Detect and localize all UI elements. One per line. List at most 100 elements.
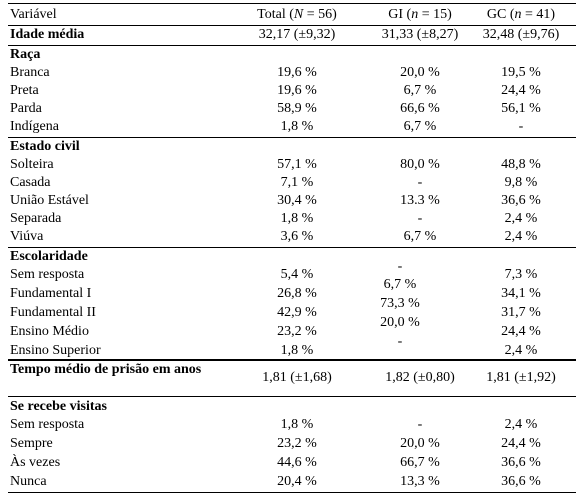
- cell-gi: -: [397, 259, 403, 274]
- section-rule: [8, 137, 576, 138]
- cell-gi: -: [417, 211, 423, 226]
- row-label: Fundamental I: [10, 286, 92, 301]
- table-row: Solteira 57,1 % 80,0 % 48,8 %: [0, 156, 578, 174]
- row-label: Ensino Superior: [10, 343, 101, 358]
- cell-total: 57,1 %: [277, 157, 317, 172]
- row-label: Sem resposta: [10, 417, 85, 432]
- cell-total: 19,6 %: [277, 83, 317, 98]
- cell-gi: 6,7 %: [403, 229, 437, 244]
- row-label: Separada: [10, 211, 62, 226]
- cell-gc: 2,4 %: [504, 417, 538, 432]
- row-label: Parda: [10, 101, 42, 116]
- cell-gc: 2,4 %: [504, 229, 538, 244]
- cell-gc: 1,81 (±1,92): [486, 370, 556, 385]
- section-title: Escolaridade: [10, 249, 88, 264]
- table-row: Sem resposta 1,8 % - 2,4 %: [0, 416, 578, 434]
- cell-gc: 7,3 %: [504, 267, 538, 282]
- section-title: Estado civil: [10, 139, 80, 154]
- cell-gc: 2,4 %: [504, 211, 538, 226]
- cell-total: 3,6 %: [280, 229, 314, 244]
- cell-gc: 24,4 %: [501, 436, 541, 451]
- table-row: Ensino Superior 1,8 % 2,4 %: [0, 342, 578, 360]
- cell-total: 1,8 %: [280, 417, 314, 432]
- table-row: Idade média 32,17 (±9,32) 31,33 (±8,27) …: [0, 26, 578, 44]
- header-variable: Variável: [10, 7, 57, 22]
- table-row: Fundamental II 42,9 % 31,7 %: [0, 304, 578, 322]
- cell-gi: 31,33 (±8,27): [381, 27, 459, 42]
- row-label: Fundamental II: [10, 305, 96, 320]
- cell-gi: 6,7 %: [403, 83, 437, 98]
- cell-gi: -: [417, 417, 423, 432]
- section-title-estado-civil: Estado civil: [0, 138, 578, 156]
- cell-total: 30,4 %: [277, 193, 317, 208]
- cell-gc: 36,6 %: [501, 455, 541, 470]
- row-label: Solteira: [10, 157, 54, 172]
- cell-gc: 32,48 (±9,76): [482, 27, 560, 42]
- cell-gc: 36,6 %: [501, 193, 541, 208]
- table-row: Viúva 3,6 % 6,7 % 2,4 %: [0, 228, 578, 246]
- header-rule: [8, 25, 576, 26]
- cell-gc: 34,1 %: [501, 286, 541, 301]
- table-row: Casada 7,1 % - 9,8 %: [0, 174, 578, 192]
- row-label: Sem resposta: [10, 267, 85, 282]
- row-label-tempo: Tempo médio de prisão em anos: [10, 362, 202, 377]
- table-row: Branca 19,6 % 20,0 % 19,5 %: [0, 64, 578, 82]
- row-label: Às vezes: [10, 455, 61, 470]
- header-gi: GI (n = 15): [388, 7, 452, 22]
- cell-gi: -: [417, 175, 423, 190]
- cell-gc: 56,1 %: [501, 101, 541, 116]
- cell-gi: 80,0 %: [400, 157, 440, 172]
- section-rule: [8, 359, 576, 361]
- table-row: Sempre 23,2 % 20,0 % 24,4 %: [0, 435, 578, 453]
- row-label: Preta: [10, 83, 39, 98]
- header-total: Total (N = 56): [257, 7, 337, 22]
- cell-gi: 1,82 (±0,80): [385, 370, 455, 385]
- cell-gi: 6,7 %: [403, 119, 437, 134]
- cell-gc: 48,8 %: [501, 157, 541, 172]
- cell-total: 42,9 %: [277, 305, 317, 320]
- cell-gi: 13,3 %: [400, 474, 440, 489]
- cell-gc: 9,8 %: [504, 175, 538, 190]
- cell-total: 7,1 %: [280, 175, 314, 190]
- table-row: Fundamental I 26,8 % 34,1 %: [0, 285, 578, 303]
- cell-total: 5,4 %: [280, 267, 314, 282]
- section-title: Se recebe visitas: [10, 399, 107, 414]
- cell-gi: 66,6 %: [400, 101, 440, 116]
- cell-total: 19,6 %: [277, 65, 317, 80]
- row-label: Casada: [10, 175, 51, 190]
- table-row: Às vezes 44,6 % 66,7 % 36,6 %: [0, 454, 578, 472]
- top-rule: [8, 3, 576, 4]
- cell-gc: -: [518, 119, 524, 134]
- section-rule: [8, 396, 576, 397]
- table-row: Ensino Médio 23,2 % 24,4 %: [0, 323, 578, 341]
- cell-gi: 6,7 %: [383, 277, 417, 292]
- header-gc: GC (n = 41): [486, 7, 556, 22]
- bottom-rule: [8, 492, 576, 493]
- section-title-visitas: Se recebe visitas: [0, 398, 578, 416]
- row-label: Idade média: [10, 27, 85, 42]
- section-title: Raça: [10, 47, 41, 62]
- section-rule: [8, 247, 576, 248]
- table-header: Variável Total (N = 56) GI (n = 15) GC (…: [0, 6, 578, 24]
- cell-gi: 20,0 %: [380, 315, 420, 330]
- cell-total: 44,6 %: [277, 455, 317, 470]
- cell-gc: 24,4 %: [501, 324, 541, 339]
- cell-gc: 31,7 %: [501, 305, 541, 320]
- cell-total: 1,8 %: [280, 343, 314, 358]
- cell-total: 58,9 %: [277, 101, 317, 116]
- section-title-escolaridade: Escolaridade: [0, 248, 578, 266]
- table-row: União Estável 30,4 % 13.3 % 36,6 %: [0, 192, 578, 210]
- table-row: Parda 58,9 % 66,6 % 56,1 %: [0, 100, 578, 118]
- cell-total: 1,8 %: [280, 211, 314, 226]
- table-row: Indígena 1,8 % 6,7 % -: [0, 118, 578, 136]
- cell-total: 26,8 %: [277, 286, 317, 301]
- cell-gi: -: [397, 334, 403, 349]
- cell-total: 1,8 %: [280, 119, 314, 134]
- table-row: Preta 19,6 % 6,7 % 24,4 %: [0, 82, 578, 100]
- cell-gc: 19,5 %: [501, 65, 541, 80]
- cell-total: 23,2 %: [277, 324, 317, 339]
- table-row: Nunca 20,4 % 13,3 % 36,6 %: [0, 473, 578, 491]
- cell-gc: 24,4 %: [501, 83, 541, 98]
- cell-gc: 2,4 %: [504, 343, 538, 358]
